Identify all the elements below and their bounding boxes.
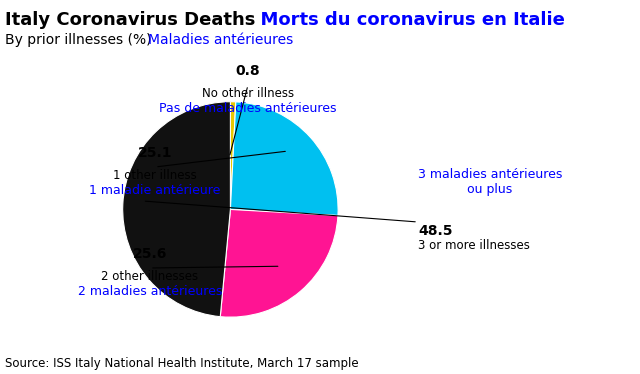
Text: 2 other illnesses: 2 other illnesses (101, 270, 198, 283)
Text: 3 maladies antérieures
ou plus: 3 maladies antérieures ou plus (418, 168, 562, 196)
Text: Italy Coronavirus Deaths: Italy Coronavirus Deaths (5, 11, 255, 29)
Text: Source: ISS Italy National Health Institute, March 17 sample: Source: ISS Italy National Health Instit… (5, 356, 358, 370)
Text: 2 maladies antérieures: 2 maladies antérieures (78, 285, 222, 298)
Text: Morts du coronavirus en Italie: Morts du coronavirus en Italie (248, 11, 565, 29)
Wedge shape (123, 102, 230, 317)
Text: 48.5: 48.5 (418, 224, 452, 238)
Text: 25.6: 25.6 (133, 247, 167, 261)
Text: By prior illnesses (%): By prior illnesses (%) (5, 33, 156, 47)
Text: 1 maladie antérieure: 1 maladie antérieure (90, 184, 221, 197)
Text: 25.1: 25.1 (138, 146, 172, 160)
Text: 3 or more illnesses: 3 or more illnesses (418, 239, 530, 252)
Wedge shape (220, 209, 338, 317)
Text: Maladies antérieures: Maladies antérieures (148, 33, 293, 47)
Text: 0.8: 0.8 (236, 64, 260, 78)
Text: No other illness: No other illness (202, 87, 294, 100)
Wedge shape (230, 102, 236, 209)
Text: 1 other illness: 1 other illness (113, 169, 197, 182)
Text: Pas de maladies antérieures: Pas de maladies antérieures (159, 102, 337, 115)
Wedge shape (230, 102, 338, 215)
